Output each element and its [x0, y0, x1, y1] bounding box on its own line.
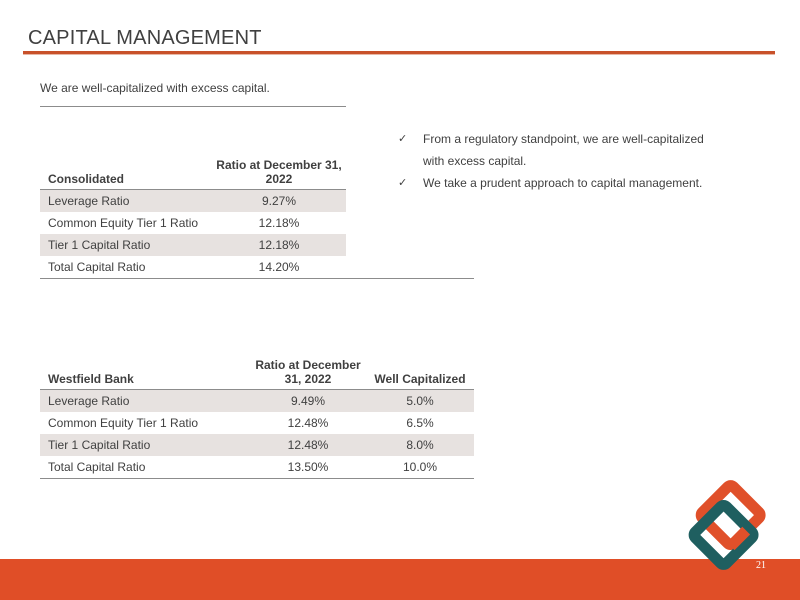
- row-label: Tier 1 Capital Ratio: [40, 434, 250, 456]
- westfield-bank-table: Westfield Bank Ratio at December 31, 202…: [40, 338, 474, 479]
- consolidated-header-ratio: Ratio at December 31, 2022: [216, 158, 342, 186]
- table-row: Tier 1 Capital Ratio 12.18%: [40, 234, 346, 256]
- title-underline-shadow: [23, 54, 775, 55]
- row-well: 6.5%: [406, 416, 434, 430]
- row-label: Leverage Ratio: [40, 389, 250, 412]
- table-row: Total Capital Ratio 13.50% 10.0%: [40, 456, 474, 479]
- bank-header-label: Westfield Bank: [48, 372, 134, 386]
- list-item: ✓ From a regulatory standpoint, we are w…: [398, 128, 723, 172]
- table-header-row: Consolidated Ratio at December 31, 2022: [40, 130, 346, 190]
- row-ratio: 12.48%: [250, 434, 366, 456]
- table-row: Common Equity Tier 1 Ratio 12.18%: [40, 212, 346, 234]
- row-ratio: 13.50%: [287, 460, 329, 474]
- row-well: 5.0%: [366, 389, 474, 412]
- bullet-list: ✓ From a regulatory standpoint, we are w…: [398, 128, 723, 194]
- page-subtitle: We are well-capitalized with excess capi…: [40, 81, 270, 95]
- table-row: Tier 1 Capital Ratio 12.48% 8.0%: [40, 434, 474, 456]
- row-ratio: 12.18%: [258, 216, 300, 230]
- bank-header-ratio: Ratio at December 31, 2022: [255, 358, 361, 386]
- row-label: Common Equity Tier 1 Ratio: [48, 416, 199, 430]
- subtitle-divider: [40, 106, 346, 107]
- page-title: CAPITAL MANAGEMENT: [28, 27, 262, 49]
- interlocking-diamonds-logo: [688, 480, 766, 570]
- row-ratio: 12.48%: [287, 416, 329, 430]
- list-item: ✓ We take a prudent approach to capital …: [398, 172, 723, 194]
- row-ratio: 14.20%: [258, 260, 300, 274]
- row-label: Common Equity Tier 1 Ratio: [48, 216, 199, 230]
- table-header-row: Westfield Bank Ratio at December 31, 202…: [40, 338, 474, 390]
- table-row: Leverage Ratio 9.49% 5.0%: [40, 389, 474, 412]
- table-row: Common Equity Tier 1 Ratio 12.48% 6.5%: [40, 412, 474, 434]
- table-row: Leverage Ratio 9.27%: [40, 189, 346, 212]
- table-row: Total Capital Ratio 14.20%: [40, 256, 346, 279]
- row-label: Total Capital Ratio: [48, 460, 146, 474]
- row-label: Tier 1 Capital Ratio: [40, 234, 212, 256]
- table-bottom-rule-extension: [346, 278, 474, 279]
- row-ratio: 12.18%: [212, 234, 346, 256]
- row-label: Total Capital Ratio: [48, 260, 146, 274]
- checkmark-icon: ✓: [398, 133, 408, 145]
- row-well: 8.0%: [366, 434, 474, 456]
- row-ratio: 9.49%: [250, 389, 366, 412]
- bank-header-well: Well Capitalized: [374, 372, 466, 386]
- page-number: 21: [756, 560, 766, 571]
- row-label: Leverage Ratio: [40, 189, 212, 212]
- row-ratio: 9.27%: [212, 189, 346, 212]
- footer-bar: [0, 559, 800, 600]
- checkmark-icon: ✓: [398, 177, 408, 189]
- bullet-text: We take a prudent approach to capital ma…: [423, 176, 703, 190]
- row-well: 10.0%: [402, 460, 438, 474]
- consolidated-table: Consolidated Ratio at December 31, 2022 …: [40, 130, 346, 279]
- bullet-text: From a regulatory standpoint, we are wel…: [423, 132, 704, 168]
- consolidated-header-label: Consolidated: [48, 172, 125, 186]
- title-underline: [23, 51, 775, 54]
